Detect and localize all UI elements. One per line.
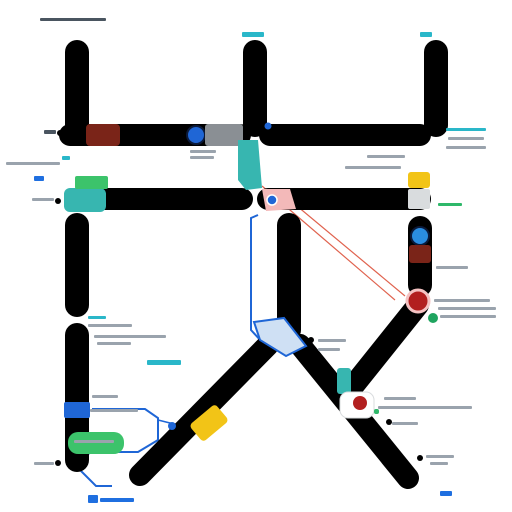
label-stub — [434, 299, 490, 302]
label-stub — [40, 18, 106, 21]
terminal-dot — [55, 460, 61, 466]
station-blue-junction-center — [252, 316, 308, 358]
station-yellow-diagonal — [190, 405, 228, 441]
station-dark-red-upper-left — [86, 124, 120, 146]
label-stub — [92, 395, 118, 398]
label-stub — [100, 498, 134, 502]
label-stub — [430, 462, 448, 465]
label-stub — [446, 146, 486, 149]
station-red-node-right — [405, 288, 431, 314]
terminal-dots — [55, 130, 423, 466]
terminal-dot — [55, 198, 61, 204]
station-teal-upper-center — [238, 140, 262, 190]
label-stub — [242, 32, 264, 37]
station-teal-junction — [337, 368, 351, 394]
label-stub — [440, 491, 452, 496]
label-stub — [6, 162, 60, 165]
label-stub — [88, 316, 106, 319]
track-network — [59, 40, 448, 489]
label-stub — [420, 32, 432, 37]
track-diagonal-left — [129, 334, 279, 486]
terminal-dot — [386, 419, 392, 425]
station-blue-node-upper — [186, 125, 206, 145]
label-stub — [345, 166, 401, 169]
label-stub — [374, 409, 379, 414]
label-stub — [392, 422, 418, 425]
station-gray-right — [408, 189, 430, 209]
station-green-dot-right — [428, 313, 438, 323]
station-blue-dot-lower — [168, 422, 176, 430]
label-stub — [147, 360, 181, 365]
station-yellow-right — [408, 172, 430, 188]
station-red-node-junction — [353, 396, 367, 410]
label-stub — [90, 409, 138, 412]
terminal-dot — [57, 130, 63, 136]
terminal-dot — [70, 460, 76, 466]
label-stub — [448, 137, 484, 140]
label-stub — [438, 203, 462, 206]
label-stub — [438, 307, 496, 310]
label-stub — [97, 342, 131, 345]
terminal-dot — [308, 337, 314, 343]
label-stub — [378, 406, 472, 409]
label-stub — [34, 176, 44, 181]
station-blue-node-right — [410, 226, 430, 246]
label-stub — [74, 440, 114, 443]
label-stub — [62, 156, 70, 160]
label-stub — [34, 462, 54, 465]
illegible-label-stubs — [6, 18, 496, 503]
blue-connector-line-upper — [250, 214, 263, 343]
label-stub — [190, 150, 216, 153]
label-stub — [94, 335, 166, 338]
label-stub — [436, 266, 468, 269]
station-teal-left — [64, 188, 106, 212]
station-gray-tab-upper — [205, 124, 243, 146]
connector-lines — [70, 185, 406, 487]
label-stub — [440, 315, 496, 318]
station-blue-pin-center — [266, 194, 278, 206]
label-stub — [318, 339, 346, 342]
label-stub — [426, 455, 454, 458]
label-stub — [318, 348, 340, 351]
label-stub — [32, 198, 54, 201]
label-stub — [88, 324, 132, 327]
label-stub — [446, 128, 486, 131]
blue-connector-line-lower — [70, 408, 159, 487]
label-stub — [88, 495, 98, 503]
label-stub — [44, 130, 56, 134]
station-small-blue-dot — [264, 122, 272, 130]
label-stub — [384, 397, 416, 400]
track-diagonal-right-up — [339, 294, 429, 401]
station-green-left — [75, 176, 108, 189]
label-stub — [190, 156, 214, 159]
label-stub — [367, 155, 405, 158]
stations — [64, 122, 438, 454]
terminal-dot — [417, 455, 423, 461]
station-dark-red-right — [409, 245, 431, 263]
station-blue-left-lower — [64, 402, 90, 418]
